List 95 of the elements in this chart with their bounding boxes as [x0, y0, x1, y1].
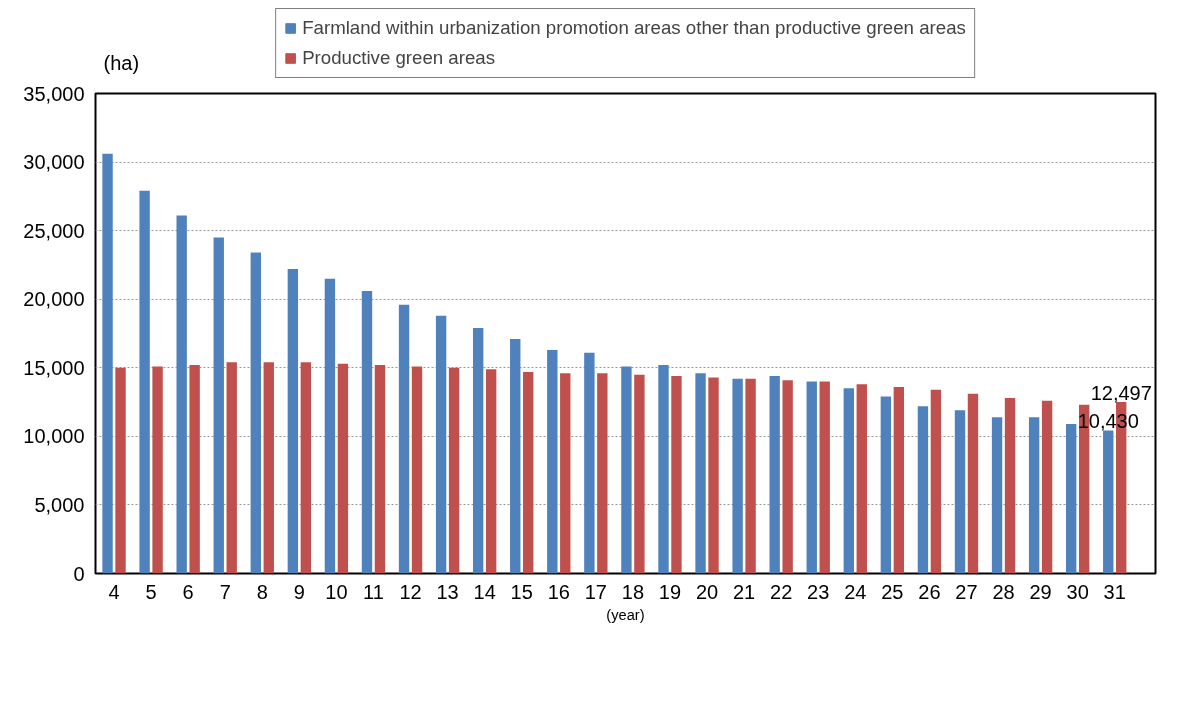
x-tick-label: 23: [807, 580, 830, 603]
bar: [337, 363, 349, 574]
bar: [523, 371, 534, 574]
x-tick-label: 24: [844, 580, 867, 603]
bar: [213, 237, 224, 574]
x-tick-label: 18: [621, 580, 645, 603]
y-tick-label: 30,000: [23, 151, 85, 174]
x-tick-label: 27: [955, 580, 978, 603]
x-tick-label: 13: [436, 580, 459, 603]
bar: [930, 389, 942, 574]
bar: [1028, 417, 1040, 574]
bar: [695, 373, 706, 574]
bar: [769, 376, 780, 574]
bar: [819, 381, 830, 574]
legend-label: Productive green areas: [302, 46, 496, 69]
x-tick-label: 15: [510, 580, 533, 603]
x-tick-label: 29: [1029, 580, 1052, 603]
bar: [263, 362, 274, 574]
y-tick-label: 25,000: [23, 219, 85, 242]
bar: [152, 366, 163, 574]
x-tick-label: 5: [145, 580, 157, 603]
bar: [547, 349, 558, 574]
bar: [435, 315, 447, 574]
x-tick-label: 8: [256, 580, 268, 603]
bar: [584, 352, 595, 574]
bar: [472, 328, 484, 574]
y-tick-label: 0: [73, 562, 85, 585]
x-tick-label: 21: [732, 580, 756, 603]
bar: [485, 369, 497, 574]
x-tick-label: 20: [695, 580, 719, 603]
bar: [967, 393, 979, 574]
bar: [843, 388, 854, 574]
y-tick-label: 5,000: [34, 493, 85, 516]
bar: [1004, 397, 1016, 574]
bar: [411, 366, 423, 574]
x-tick-label: 4: [108, 580, 120, 603]
bar: [115, 367, 126, 574]
x-tick-label: 11: [363, 580, 384, 603]
bar: [991, 417, 1003, 574]
bar: [1103, 430, 1114, 574]
y-tick-label: 15,000: [23, 356, 85, 379]
bar: [448, 367, 460, 574]
bar: [954, 410, 966, 574]
x-tick-label: 30: [1066, 580, 1089, 603]
x-tick-label: 6: [182, 580, 194, 603]
data-label: 12,497: [1090, 382, 1152, 405]
x-tick-label: 25: [881, 580, 904, 603]
x-tick-label: 16: [547, 580, 570, 603]
bar: [782, 380, 793, 574]
bar: [880, 396, 892, 574]
bar: [250, 252, 261, 574]
bar: [1041, 400, 1053, 574]
x-tick-label: 31: [1103, 580, 1126, 603]
bar: [745, 378, 756, 574]
x-tick-label: 7: [219, 580, 231, 603]
bar: [708, 377, 719, 574]
bar: [597, 373, 608, 574]
bar: [226, 362, 237, 574]
bar: [732, 378, 743, 574]
y-tick-label: 35,000: [23, 82, 85, 105]
bar: [398, 304, 410, 574]
bar: [1065, 424, 1077, 574]
bar: [621, 366, 632, 574]
x-tick-label: 22: [770, 580, 793, 603]
bar: [361, 290, 373, 574]
bar: [189, 365, 200, 574]
x-tick-label: 17: [584, 580, 607, 603]
x-tick-label: 19: [658, 580, 682, 603]
bar: [634, 374, 645, 574]
x-tick-label: 10: [325, 580, 348, 603]
bar: [300, 362, 312, 574]
bar: [102, 153, 113, 574]
bar: [287, 269, 299, 574]
bar: [893, 386, 905, 574]
bar: [139, 190, 150, 574]
y-tick-label: 10,000: [23, 425, 85, 448]
bar: [658, 365, 669, 574]
x-axis-title: (year): [606, 606, 645, 623]
bar: [176, 215, 187, 574]
y-tick-label: 20,000: [23, 288, 85, 311]
legend-label: Farmland within urbanization promotion areas other than productive green areas: [302, 16, 966, 39]
bar: [324, 278, 336, 574]
bar: [917, 406, 929, 574]
bar: [671, 376, 682, 574]
bar: [374, 365, 386, 574]
y-axis-title: (ha): [103, 51, 140, 74]
bar: [560, 373, 571, 574]
bar: [806, 381, 817, 574]
x-tick-label: 12: [399, 580, 422, 603]
x-tick-label: 28: [992, 580, 1015, 603]
x-tick-label: 26: [918, 580, 941, 603]
bar: [856, 384, 867, 574]
x-tick-label: 9: [293, 580, 305, 603]
x-tick-label: 14: [473, 580, 496, 603]
bar: [510, 338, 521, 574]
